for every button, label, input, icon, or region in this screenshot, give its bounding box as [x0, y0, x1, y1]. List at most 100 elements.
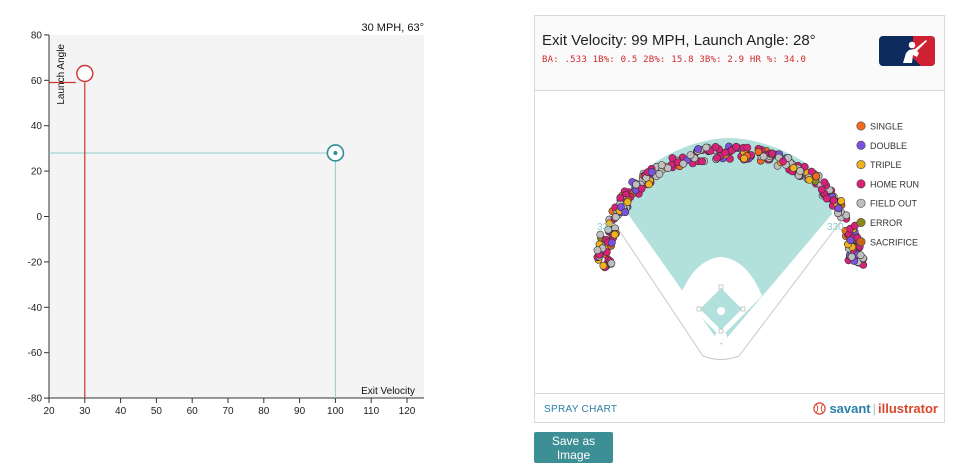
y-tick-label: 0 [36, 212, 42, 223]
hit-dot [607, 238, 616, 247]
y-axis-label: Launch Angle [56, 44, 67, 105]
spray-chart-card: Exit Velocity: 99 MPH, Launch Angle: 28°… [534, 15, 945, 423]
hit-dot [623, 198, 632, 207]
base [718, 284, 724, 290]
x-tick-label: 110 [363, 406, 379, 417]
hit-dot [694, 145, 702, 153]
y-tick-label: -60 [28, 348, 43, 359]
legend-swatch [856, 121, 866, 131]
spray-chart[interactable]: 330 330 SINGLE DOUBLE TRIPLE HOME RUN FIELD … [535, 91, 944, 396]
legend-label: SINGLE [870, 122, 903, 132]
hit-dot [596, 230, 605, 239]
legend-swatch [856, 140, 866, 150]
y-tick-label: 60 [31, 76, 43, 87]
x-tick-label: 100 [327, 406, 344, 417]
ev-la-chart[interactable]: 80 60 40 20 0 -20 -40 -60 -80 20 30 40 50 60 70 80 90 10… [0, 0, 440, 420]
x-tick-label: 60 [187, 406, 199, 417]
hit-dot [668, 154, 677, 162]
brand-illustrator: illustrator [878, 401, 938, 416]
legend-swatch [856, 218, 866, 228]
hit-dot [698, 157, 706, 166]
spray-chart-label: SPRAY CHART [544, 404, 618, 415]
hit-dot [847, 252, 856, 261]
hit-dot [842, 211, 851, 220]
legend-label: SACRIFICE [870, 237, 918, 247]
legend-label: DOUBLE [870, 141, 907, 151]
base [718, 328, 724, 334]
foul-boundary [612, 220, 842, 360]
hit-dot [721, 148, 730, 157]
x-tick-label: 30 [79, 406, 91, 417]
hit-dot [789, 164, 798, 172]
hit-dot [846, 236, 855, 245]
legend-label: TRIPLE [870, 160, 902, 170]
legend: SINGLE DOUBLE TRIPLE HOME RUN FIELD OUT ERROR… [856, 121, 919, 247]
x-axis-label: Exit Velocity [361, 386, 415, 397]
brand-savant: savant [829, 401, 871, 416]
hit-dot [711, 143, 720, 151]
hit-dot [645, 180, 653, 189]
y-tick-label: 20 [31, 167, 43, 178]
hit-dot [712, 154, 721, 162]
hit-dot [812, 172, 821, 181]
hit-dot [856, 251, 865, 260]
hit-dot [837, 197, 846, 205]
x-tick-label: 50 [151, 406, 163, 417]
x-tick-label: 120 [399, 406, 416, 417]
hit-dot [779, 157, 787, 166]
selected-marker-dot [333, 150, 338, 155]
hit-dot [599, 261, 608, 270]
y-tick-label: 40 [31, 121, 43, 132]
legend-swatch [856, 160, 866, 170]
hit-dot [607, 259, 616, 268]
hit-dot [820, 178, 829, 187]
save-as-image-button[interactable]: Save as Image [534, 432, 613, 463]
x-axis: 20 30 40 50 60 70 80 90 100 110 120 [43, 397, 424, 417]
hit-dot [679, 159, 688, 168]
y-tick-label: -20 [28, 257, 43, 268]
fence-distance-right: 330 [827, 222, 844, 233]
base [696, 306, 702, 312]
hit-dot [637, 184, 646, 193]
hit-dot [611, 213, 620, 221]
hit-dot [822, 194, 831, 203]
hit-dot [702, 143, 711, 152]
hit-dot [610, 230, 619, 239]
legend-swatch [856, 237, 866, 247]
brand-separator: | [872, 401, 877, 416]
legend-swatch [856, 198, 866, 208]
x-tick-label: 20 [43, 406, 55, 417]
plot-area[interactable] [49, 35, 424, 398]
hit-dot [759, 152, 768, 161]
readout-label: 30 MPH, 63° [362, 22, 424, 34]
home-plate-circle [715, 331, 727, 343]
x-tick-label: 40 [115, 406, 127, 417]
hit-dot [796, 167, 804, 175]
pitchers-mound [717, 307, 725, 315]
hit-dot [617, 203, 625, 211]
x-tick-label: 70 [222, 406, 234, 417]
x-tick-label: 90 [294, 406, 306, 417]
baseball-icon [813, 402, 827, 415]
y-tick-label: 80 [31, 30, 43, 41]
hit-dot [632, 180, 640, 189]
baseball-field [612, 138, 842, 360]
card-footer: SPRAY CHART savant | illustrator [535, 393, 944, 422]
y-tick-label: -40 [28, 303, 43, 314]
hit-dot [743, 143, 752, 152]
hit-dot [817, 185, 826, 194]
hit-dot [621, 208, 630, 217]
legend-label: ERROR [870, 218, 903, 228]
x-tick-label: 80 [258, 406, 270, 417]
y-tick-label: -80 [28, 394, 43, 405]
hit-dot [834, 204, 843, 213]
outfield [628, 138, 832, 345]
cursor-marker [76, 64, 94, 83]
hit-dot [655, 170, 664, 178]
card-header: Exit Velocity: 99 MPH, Launch Angle: 28°… [535, 16, 944, 91]
fence-distance-left: 330 [597, 222, 614, 233]
base [740, 306, 746, 312]
guide-lines [49, 64, 345, 398]
hit-dot [768, 149, 777, 158]
hit-dot [647, 168, 656, 176]
